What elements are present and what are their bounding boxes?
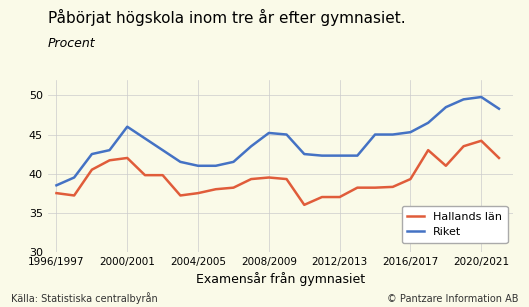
Riket [301,152,307,156]
Hallands län [389,185,396,189]
Hallands län [336,195,343,199]
Riket [177,160,184,164]
Hallands län [354,186,361,189]
Hallands län [301,203,307,207]
Riket [106,148,113,152]
Hallands län [372,186,378,189]
Text: Procent: Procent [48,37,95,50]
Riket [354,154,361,157]
Hallands län [496,156,502,160]
Riket [460,98,467,101]
Riket [266,131,272,135]
Hallands län [248,177,254,181]
Hallands län [407,177,414,181]
Riket [124,125,131,129]
Riket [284,133,290,136]
Hallands län [460,144,467,148]
Hallands län [159,173,166,177]
Hallands län [266,176,272,179]
Text: Källa: Statistiska centralbyrån: Källa: Statistiska centralbyrån [11,292,157,304]
Hallands län [124,156,131,160]
Line: Riket: Riket [57,97,499,185]
Hallands län [443,164,449,168]
Riket [389,133,396,136]
Hallands län [89,168,95,172]
X-axis label: Examensår från gymnasiet: Examensår från gymnasiet [196,272,365,286]
Riket [248,144,254,148]
Riket [425,121,431,125]
Hallands län [284,177,290,181]
Hallands län [53,191,60,195]
Legend: Hallands län, Riket: Hallands län, Riket [402,206,507,243]
Hallands län [213,187,219,191]
Hallands län [106,158,113,162]
Riket [478,95,485,99]
Riket [443,105,449,109]
Hallands län [230,186,236,189]
Riket [407,130,414,134]
Riket [319,154,325,157]
Riket [71,176,77,179]
Line: Hallands län: Hallands län [57,141,499,205]
Text: © Pantzare Information AB: © Pantzare Information AB [387,294,518,304]
Hallands län [177,194,184,197]
Riket [213,164,219,168]
Riket [89,152,95,156]
Hallands län [425,148,431,152]
Riket [372,133,378,136]
Hallands län [319,195,325,199]
Riket [496,107,502,111]
Hallands län [195,191,201,195]
Hallands län [71,194,77,197]
Hallands län [478,139,485,143]
Riket [336,154,343,157]
Riket [230,160,236,164]
Text: Påbörjat högskola inom tre år efter gymnasiet.: Påbörjat högskola inom tre år efter gymn… [48,9,405,26]
Hallands län [142,173,148,177]
Riket [159,148,166,152]
Riket [53,184,60,187]
Riket [195,164,201,168]
Riket [142,137,148,140]
